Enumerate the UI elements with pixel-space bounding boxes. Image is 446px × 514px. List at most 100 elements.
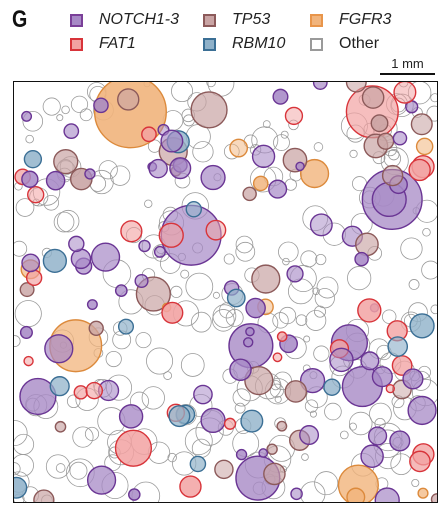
other-clone — [212, 309, 235, 332]
other-clone — [43, 194, 60, 211]
other-clone — [66, 394, 81, 409]
rbm10-clone — [240, 409, 264, 433]
other-clone — [219, 302, 236, 319]
other-clone — [324, 402, 342, 421]
fat1-clone — [357, 298, 382, 323]
notch-clone — [70, 248, 92, 270]
clone-map-frame — [13, 81, 438, 503]
other-clone — [400, 237, 423, 260]
legend-label-fgfr3: FGFR3 — [339, 11, 392, 28]
other-clone — [303, 335, 311, 343]
rbm10-clone — [14, 476, 28, 499]
other-clone — [390, 453, 413, 476]
other-clone — [347, 266, 372, 291]
fat1-clone — [393, 82, 417, 104]
notch-clone — [402, 368, 424, 390]
notch-clone — [360, 444, 384, 468]
rbm10-clone — [23, 149, 43, 169]
fat1-clone — [385, 383, 395, 394]
notch-clone — [312, 82, 328, 90]
tp53-clone — [345, 82, 367, 93]
notch-clone — [193, 384, 213, 405]
fat1-clone — [205, 219, 227, 241]
other-clone — [272, 312, 289, 329]
notch-clone — [407, 395, 437, 426]
other-clone — [430, 93, 437, 103]
notch-clone — [272, 88, 289, 105]
notch-clone — [128, 488, 141, 501]
notch-clone — [251, 144, 276, 169]
other-clone — [69, 461, 88, 480]
notch-clone — [134, 273, 149, 289]
notch-clone — [118, 404, 144, 429]
other-clone — [274, 395, 282, 403]
other-clone — [206, 82, 216, 88]
notch-clone — [148, 158, 168, 179]
other-clone — [369, 402, 392, 426]
other-clone — [14, 420, 28, 446]
rbm10-clone — [387, 336, 409, 357]
notch-clone — [114, 284, 128, 297]
other-clone — [301, 453, 309, 461]
other-clone — [180, 269, 190, 279]
other-clone — [98, 160, 118, 180]
tp53-clone — [410, 113, 433, 136]
notch-clone — [169, 157, 192, 180]
other-clone — [313, 345, 330, 362]
rbm10-clone — [42, 248, 67, 273]
other-clone — [56, 209, 80, 233]
legend-swatch-fat1 — [70, 37, 83, 51]
scale-bar-line — [380, 73, 435, 75]
other-clone — [309, 410, 317, 418]
tp53-clone — [430, 493, 437, 502]
legend-item-other: Other — [310, 34, 379, 54]
other-clone — [234, 402, 246, 414]
other-clone — [56, 114, 64, 122]
other-clone — [314, 288, 335, 309]
legend-label-rbm10: RBM10 — [232, 35, 286, 52]
tp53-clone — [244, 365, 274, 396]
tp53-clone — [242, 186, 257, 202]
other-clone — [212, 291, 220, 299]
tp53-clone — [117, 88, 140, 111]
other-clone — [314, 305, 327, 318]
notch-clone — [45, 170, 66, 191]
notch-clone — [286, 265, 304, 283]
other-clone — [223, 253, 235, 265]
fat1-clone — [85, 381, 104, 400]
other-clone — [185, 272, 214, 301]
other-clone — [300, 250, 318, 268]
legend-item-fat1: FAT1 — [70, 34, 136, 54]
fat1-clone — [284, 106, 304, 126]
other-clone — [304, 399, 319, 413]
fat1-clone — [158, 222, 184, 248]
fat1-clone — [73, 385, 88, 400]
other-clone — [232, 388, 251, 407]
fat1-clone — [408, 158, 431, 182]
other-clone — [262, 120, 271, 128]
notch-clone — [44, 334, 74, 364]
other-clone — [430, 304, 437, 315]
notch-clone — [90, 242, 121, 272]
tp53-clone — [251, 264, 281, 294]
legend-swatch-tp53 — [203, 13, 216, 27]
other-clone — [313, 142, 324, 152]
legend-label-fat1: FAT1 — [99, 35, 136, 52]
rbm10-clone — [323, 378, 341, 396]
fgfr3-clone — [299, 158, 330, 189]
tp53-clone — [263, 462, 286, 486]
fgfr3-clone — [229, 138, 249, 158]
notch-clone — [367, 426, 388, 446]
legend: NOTCH1-3 TP53 FGFR3 FAT1 RBM10 Other — [70, 10, 440, 58]
notch-clone — [86, 299, 98, 311]
tp53-clone — [381, 164, 404, 187]
notch-clone — [329, 347, 354, 373]
other-clone — [339, 430, 349, 440]
other-clone — [314, 471, 339, 496]
other-clone — [300, 481, 326, 502]
notch-clone — [268, 179, 288, 199]
other-clone — [22, 111, 44, 132]
other-clone — [84, 426, 100, 441]
notch-clone — [299, 367, 326, 394]
